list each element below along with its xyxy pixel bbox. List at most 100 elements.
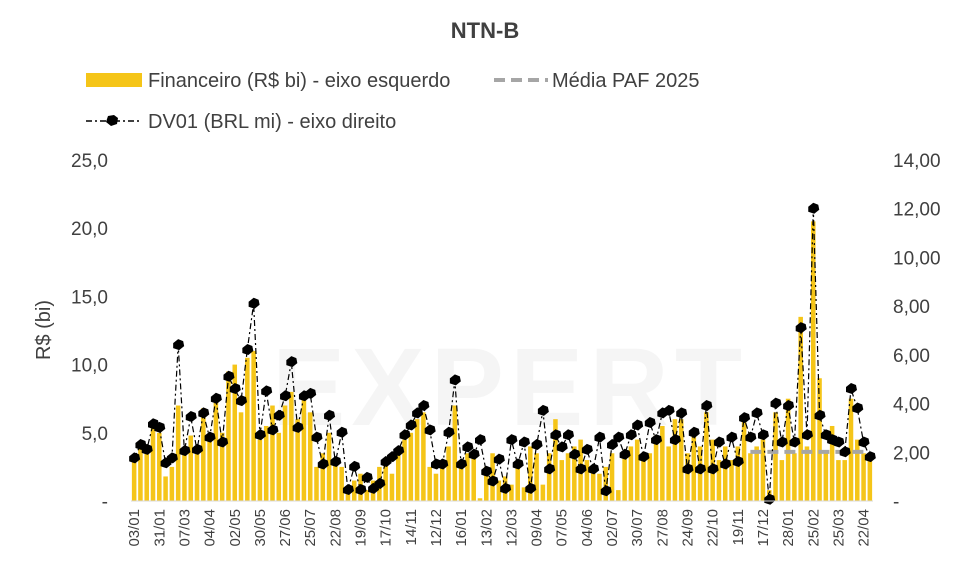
bar — [295, 419, 300, 501]
dv01-point — [317, 458, 329, 470]
bar — [446, 446, 451, 501]
y-left-tick-label: - — [102, 492, 108, 513]
dv01-point — [198, 407, 210, 419]
dv01-point — [141, 443, 153, 455]
y-axis-left: - 5,0 10,0 15,0 20,0 25,0 — [71, 151, 108, 513]
dv01-point — [638, 451, 650, 463]
dv01-line — [133, 208, 871, 500]
bar — [559, 460, 565, 501]
legend-bar-swatch — [86, 73, 142, 87]
dv01-point — [355, 484, 367, 496]
bar — [678, 419, 684, 501]
dv01-point — [751, 407, 763, 419]
bar — [226, 371, 231, 501]
dv01-point — [261, 385, 273, 397]
x-tick-label: 16/01 — [453, 509, 470, 547]
bar — [735, 446, 741, 501]
y-left-tick-label: 10,0 — [71, 356, 108, 377]
dv01-point — [764, 493, 776, 505]
x-tick-label: 25/03 — [830, 509, 847, 547]
dv01-point — [248, 297, 260, 309]
dv01-point — [537, 404, 549, 416]
y-left-tick-label: 20,0 — [71, 219, 108, 240]
bar — [634, 439, 640, 501]
dv01-point — [588, 463, 600, 475]
dv01-point — [858, 436, 870, 448]
bar — [848, 398, 854, 501]
dv01-point — [531, 438, 543, 450]
dv01-point — [569, 448, 581, 460]
bar — [251, 350, 256, 501]
bar — [660, 425, 665, 501]
bar — [785, 398, 791, 501]
bar — [282, 405, 288, 501]
x-tick-label: 25/07 — [302, 509, 319, 547]
bar — [722, 446, 728, 501]
x-tick-label: 27/08 — [654, 509, 671, 547]
dv01-point — [405, 419, 417, 431]
bar — [798, 316, 803, 501]
dv01-point — [487, 475, 499, 487]
bar — [163, 476, 168, 501]
bar — [590, 466, 596, 501]
bar — [477, 498, 483, 501]
dv01-point — [456, 458, 468, 470]
dv01-point — [305, 387, 317, 399]
dv01-point — [449, 374, 461, 386]
y-right-tick-label: 10,00 — [893, 248, 941, 269]
dv01-point — [783, 400, 795, 412]
bar-series — [131, 221, 873, 501]
bar — [609, 453, 615, 501]
x-tick-label: 02/05 — [227, 509, 244, 547]
x-axis: 03/01 31/01 07/03 04/04 02/05 30/05 27/06 25/07… — [126, 509, 872, 547]
dv01-point — [474, 434, 486, 446]
dv01-point — [154, 421, 166, 433]
y-right-tick-label: 14,00 — [893, 151, 941, 172]
bar — [741, 419, 747, 501]
bar — [238, 412, 244, 501]
bar — [232, 364, 238, 501]
bar — [666, 446, 671, 501]
bar — [351, 480, 357, 501]
dv01-point — [519, 436, 531, 448]
y-right-tick-label: 4,00 — [893, 395, 930, 416]
dv01-point — [242, 343, 254, 355]
dv01-point — [563, 429, 575, 441]
dv01-point — [808, 202, 820, 214]
x-tick-label: 22/08 — [327, 509, 344, 547]
dv01-point — [801, 429, 813, 441]
bar — [201, 408, 206, 501]
bar — [175, 405, 181, 501]
bar — [628, 446, 634, 501]
bar — [867, 460, 873, 501]
bar — [263, 425, 269, 501]
dv01-point — [267, 424, 279, 436]
dv01-point — [845, 382, 857, 394]
dv01-point — [594, 431, 606, 443]
y-right-tick-label: 12,00 — [893, 200, 941, 221]
dv01-point — [707, 463, 719, 475]
dv01-point — [613, 431, 625, 443]
dv01-point — [676, 407, 688, 419]
x-tick-label: 30/05 — [252, 509, 269, 547]
bar — [829, 425, 835, 501]
bar — [603, 466, 609, 501]
bar — [653, 435, 659, 501]
bar — [339, 466, 344, 501]
dv01-point — [607, 438, 619, 450]
bar — [817, 378, 822, 501]
dv01-point — [556, 441, 568, 453]
x-tick-label: 04/04 — [202, 509, 219, 547]
dv01-point — [229, 382, 241, 394]
dv01-point — [311, 431, 323, 443]
bar — [779, 460, 785, 501]
dv01-point — [468, 448, 480, 460]
bar — [320, 453, 326, 501]
dv01-point — [506, 434, 518, 446]
bar — [704, 412, 709, 501]
chart-title: NTN-B — [451, 18, 519, 43]
dv01-point — [342, 484, 354, 496]
bar — [465, 453, 470, 501]
bar — [496, 480, 502, 501]
dv01-point — [443, 426, 455, 438]
